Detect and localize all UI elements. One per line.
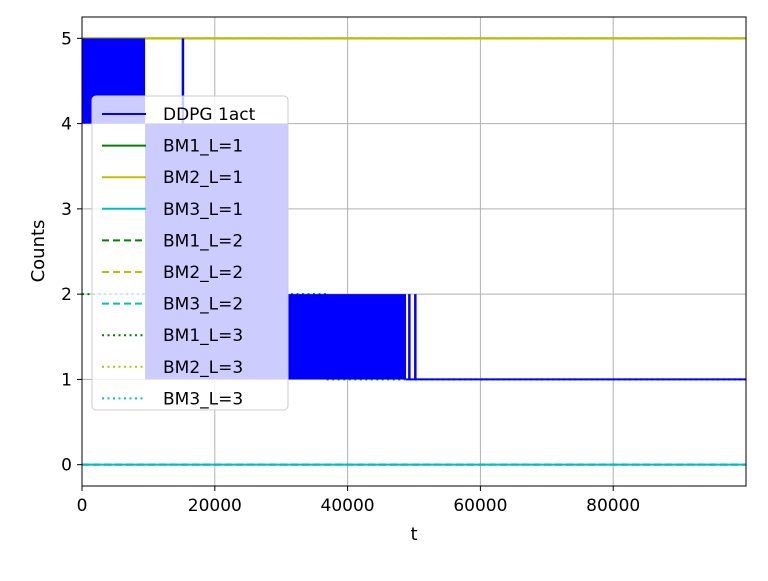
legend-box	[91, 95, 289, 411]
x-axis-label: t	[410, 524, 417, 545]
legend-label: DDPG 1act	[163, 105, 256, 125]
y-axis-label: Counts	[28, 220, 49, 283]
legend-item: BM3_L=2	[102, 295, 243, 315]
legend-label: BM1_L=2	[163, 231, 243, 251]
y-tick-label: 4	[61, 115, 72, 135]
plot-frame	[81, 16, 747, 487]
ticks: 0 20000 40000 60000 80000 0 1 2 3 4 5	[61, 29, 640, 516]
y-tick-label: 2	[61, 285, 72, 305]
legend-item: BM2_L=2	[102, 263, 243, 283]
legend-item: BM1_L=2	[102, 231, 243, 251]
legend-label: BM3_L=3	[163, 389, 243, 409]
x-tick-label: 0	[77, 496, 88, 516]
legend-item: BM3_L=1	[102, 200, 243, 220]
legend-label: BM3_L=2	[163, 295, 243, 315]
legend-item: BM2_L=3	[102, 358, 243, 378]
legend-item: BM1_L=3	[102, 326, 243, 346]
legend-label: BM3_L=1	[163, 200, 243, 220]
legend: DDPG 1act BM1_L=1 BM2_L=1 BM3_L=1 BM1_L=2 BM2…	[91, 95, 289, 411]
y-tick-label: 0	[61, 456, 72, 476]
legend-label: BM1_L=3	[163, 326, 243, 346]
legend-item: BM2_L=1	[102, 168, 243, 188]
legend-item: BM1_L=1	[102, 137, 243, 157]
y-tick-label: 5	[61, 29, 72, 49]
legend-label: BM2_L=3	[163, 358, 243, 378]
legend-label: BM2_L=2	[163, 263, 243, 283]
x-tick-label: 80000	[586, 496, 640, 516]
x-tick-label: 40000	[321, 496, 375, 516]
y-tick-label: 3	[61, 200, 72, 220]
x-tick-label: 60000	[453, 496, 507, 516]
x-tick-label: 20000	[188, 496, 242, 516]
legend-item: BM3_L=3	[102, 389, 243, 409]
legend-item: DDPG 1act	[102, 105, 256, 125]
legend-label: BM2_L=1	[163, 168, 243, 188]
oscillation-band	[287, 294, 407, 380]
legend-label: BM1_L=1	[163, 137, 243, 157]
y-tick-label: 1	[61, 370, 72, 390]
